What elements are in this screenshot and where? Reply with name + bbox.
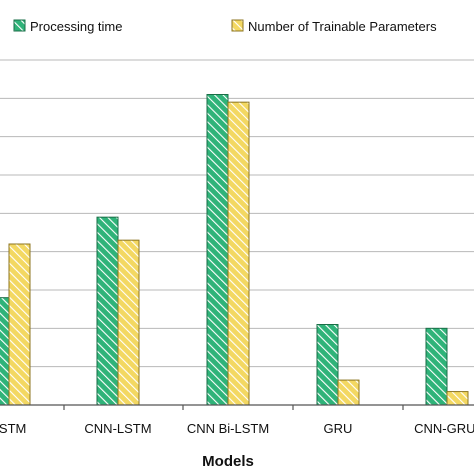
x-axis-title: Models <box>202 453 254 470</box>
x-tick-label: CNN-LSTM <box>84 421 151 436</box>
x-tick-label: CNN-GRU- <box>414 421 474 436</box>
bar-trainable-parameters-cnn-gru <box>446 391 469 406</box>
x-tick-label: LSTM <box>0 421 26 436</box>
bar-processing-time-gru <box>316 324 339 406</box>
bar-trainable-parameters-lstm <box>8 243 31 406</box>
legend: Processing time Number of Trainable Para… <box>13 19 437 34</box>
x-tick-label: GRU <box>324 421 353 436</box>
x-tick-label: CNN Bi-LSTM <box>187 421 269 436</box>
bar-processing-time-cnn-bi-lstm <box>206 94 229 406</box>
bar-processing-time-cnn-gru <box>425 327 448 406</box>
legend-label-processing-time: Processing time <box>30 19 122 34</box>
legend-swatch-processing-time <box>13 19 26 32</box>
legend-swatch-trainable-parameters <box>231 19 244 32</box>
bars <box>0 94 469 406</box>
bar-processing-time-cnn-lstm <box>96 216 119 406</box>
bar-trainable-parameters-cnn-bi-lstm <box>227 101 250 406</box>
legend-label-trainable-parameters: Number of Trainable Parameters <box>248 19 437 34</box>
bar-trainable-parameters-cnn-lstm <box>117 239 140 406</box>
x-axis: LSTM CNN-LSTM CNN Bi-LSTM GRU CNN-GRU- <box>0 404 474 436</box>
bar-processing-time-lstm <box>0 297 10 406</box>
bar-trainable-parameters-gru <box>337 379 360 406</box>
